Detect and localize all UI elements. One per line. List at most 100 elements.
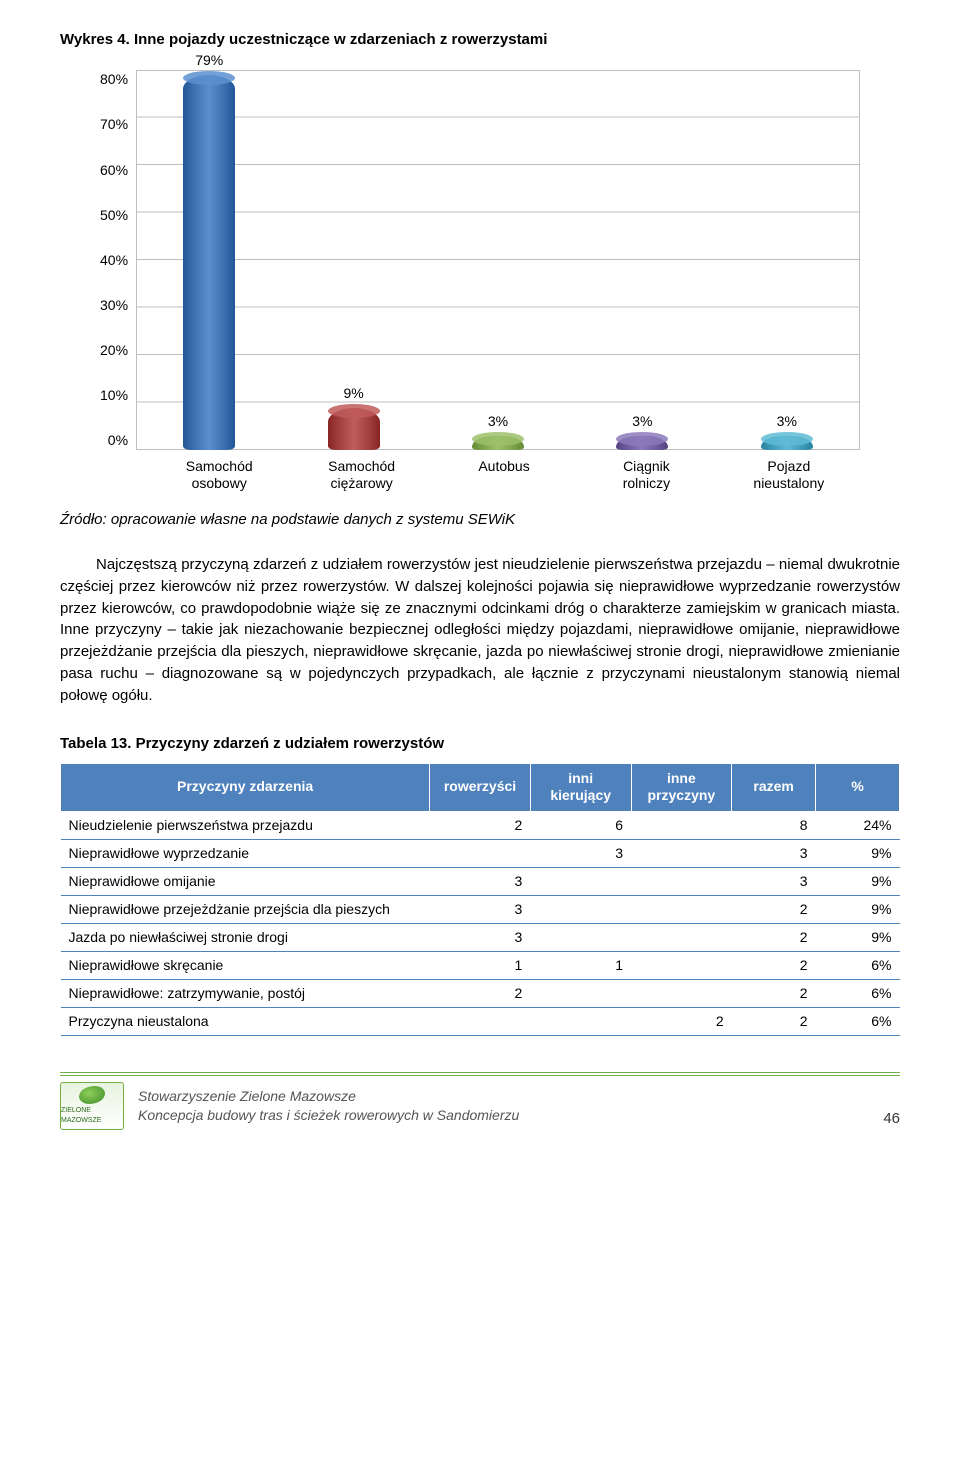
chart-title: Wykres 4. Inne pojazdy uczestniczące w z… (60, 30, 900, 50)
chart-x-axis: SamochódosobowySamochódciężarowyAutobusC… (100, 456, 860, 492)
table-cell (530, 895, 631, 923)
body-paragraph-text: Najczęstszą przyczyną zdarzeń z udziałem… (60, 556, 900, 704)
footer-text: Stowarzyszenie Zielone Mazowsze Koncepcj… (138, 1087, 869, 1125)
table-row: Nieprawidłowe omijanie339% (61, 867, 900, 895)
table-row: Jazda po niewłaściwej stronie drogi3 29% (61, 923, 900, 951)
table-header-row: Przyczyny zdarzeniarowerzyściinnikierują… (61, 763, 900, 811)
table-header-cell: Przyczyny zdarzenia (61, 763, 430, 811)
table-cell: 2 (732, 895, 816, 923)
table-cell: 6% (816, 979, 900, 1007)
leaf-icon (79, 1086, 105, 1104)
table-cell: Nieprawidłowe skręcanie (61, 951, 430, 979)
table-cell: 3 (430, 923, 531, 951)
table-cell (530, 979, 631, 1007)
x-label: Autobus (433, 456, 575, 492)
bar: 3% (472, 436, 524, 450)
bar-value-label: 3% (777, 412, 797, 431)
table-cell: 2 (732, 979, 816, 1007)
table-cell (530, 1007, 631, 1035)
table-cell (631, 979, 732, 1007)
bar-slot: 79% (137, 70, 281, 450)
y-tick: 0% (108, 431, 128, 450)
table-cell: 24% (816, 811, 900, 839)
bar-slot: 3% (426, 70, 570, 450)
bar-slot: 9% (281, 70, 425, 450)
table-cell: 9% (816, 895, 900, 923)
table-cell: 9% (816, 867, 900, 895)
bar: 3% (761, 436, 813, 450)
table-row: Nieprawidłowe przejeżdżanie przejścia dl… (61, 895, 900, 923)
table-cell: 2 (430, 979, 531, 1007)
table-cell: 3 (430, 867, 531, 895)
table-cell: 2 (631, 1007, 732, 1035)
table-cell: Przyczyna nieustalona (61, 1007, 430, 1035)
bar: 9% (328, 408, 380, 451)
table-cell (631, 839, 732, 867)
y-tick: 10% (100, 386, 128, 405)
table-cell (631, 951, 732, 979)
table-row: Przyczyna nieustalona226% (61, 1007, 900, 1035)
table-row: Nieprawidłowe wyprzedzanie339% (61, 839, 900, 867)
bar-slot: 3% (570, 70, 714, 450)
table-cell (430, 1007, 531, 1035)
table-row: Nieprawidłowe: zatrzymywanie, postój226% (61, 979, 900, 1007)
body-paragraph: Najczęstszą przyczyną zdarzeń z udziałem… (60, 554, 900, 706)
y-tick: 30% (100, 296, 128, 315)
table-cell: 9% (816, 839, 900, 867)
table-body: Nieudzielenie pierwszeństwa przejazdu268… (61, 811, 900, 1035)
y-tick: 20% (100, 341, 128, 360)
bar-chart: 80%70%60%50%40%30%20%10%0% 79%9%3%3%3% S… (100, 70, 860, 492)
data-table: Przyczyny zdarzeniarowerzyściinnikierują… (60, 763, 900, 1036)
table-cell: Nieudzielenie pierwszeństwa przejazdu (61, 811, 430, 839)
table-header-cell: razem (732, 763, 816, 811)
y-tick: 70% (100, 115, 128, 134)
chart-bars: 79% 9% 3% 3% 3% (137, 70, 859, 450)
footer-logo: ZIELONE MAZOWSZE (60, 1082, 124, 1130)
table-cell: 2 (732, 951, 816, 979)
table-cell: 3 (732, 839, 816, 867)
table-cell (631, 895, 732, 923)
table-cell: 1 (530, 951, 631, 979)
table-header-cell: innikierujący (530, 763, 631, 811)
x-label: Samochódosobowy (148, 456, 290, 492)
table-cell (631, 867, 732, 895)
bar-value-label: 3% (632, 412, 652, 431)
footer-line2: Koncepcja budowy tras i ścieżek rowerowy… (138, 1106, 869, 1125)
table-cell: 8 (732, 811, 816, 839)
table-header-cell: rowerzyści (430, 763, 531, 811)
table-cell: Nieprawidłowe: zatrzymywanie, postój (61, 979, 430, 1007)
table-cell: 1 (430, 951, 531, 979)
y-tick: 80% (100, 70, 128, 89)
table-cell: Jazda po niewłaściwej stronie drogi (61, 923, 430, 951)
table-cell (631, 923, 732, 951)
table-title: Tabela 13. Przyczyny zdarzeń z udziałem … (60, 734, 900, 754)
table-cell: 6% (816, 1007, 900, 1035)
table-row: Nieudzielenie pierwszeństwa przejazdu26 8… (61, 811, 900, 839)
chart-y-axis: 80%70%60%50%40%30%20%10%0% (100, 70, 136, 450)
table-cell: 2 (732, 923, 816, 951)
page-number: 46 (883, 1109, 900, 1129)
footer-line1: Stowarzyszenie Zielone Mazowsze (138, 1087, 869, 1106)
bar-value-label: 79% (195, 51, 223, 70)
table-cell: Nieprawidłowe wyprzedzanie (61, 839, 430, 867)
table-row: Nieprawidłowe skręcanie1126% (61, 951, 900, 979)
x-label: Samochódciężarowy (290, 456, 432, 492)
bar-value-label: 9% (343, 384, 363, 403)
x-label: Ciągnikrolniczy (575, 456, 717, 492)
table-cell: 3 (732, 867, 816, 895)
table-cell: 6 (530, 811, 631, 839)
table-cell: 6% (816, 951, 900, 979)
table-cell: Nieprawidłowe omijanie (61, 867, 430, 895)
table-cell: 2 (732, 1007, 816, 1035)
bar: 79% (183, 75, 235, 450)
x-label: Pojazdnieustalony (718, 456, 860, 492)
table-cell: 3 (530, 839, 631, 867)
chart-plot-area: 79% 9% 3% 3% 3% (136, 70, 860, 450)
table-cell (530, 867, 631, 895)
table-cell: Nieprawidłowe przejeżdżanie przejścia dl… (61, 895, 430, 923)
bar-value-label: 3% (488, 412, 508, 431)
table-header-cell: % (816, 763, 900, 811)
table-cell: 2 (430, 811, 531, 839)
table-cell: 9% (816, 923, 900, 951)
table-cell: 3 (430, 895, 531, 923)
